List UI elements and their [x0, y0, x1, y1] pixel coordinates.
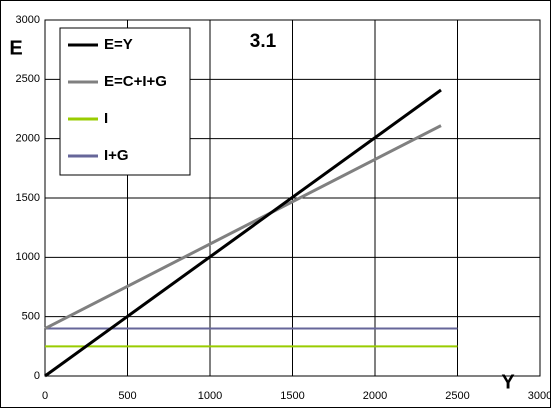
y-tick-label: 1500 [16, 192, 40, 204]
x-tick-label: 0 [42, 390, 48, 402]
legend-label: I+G [104, 147, 129, 164]
x-tick-label: 1000 [198, 390, 222, 402]
x-tick-label: 2000 [363, 390, 387, 402]
x-tick-label: 2500 [445, 390, 469, 402]
legend-box [59, 27, 191, 176]
x-axis-label: Y [501, 371, 515, 393]
legend-label: I [104, 110, 108, 127]
chart-title: 3.1 [250, 31, 277, 52]
x-tick-label: 3000 [528, 390, 551, 402]
series-line [44, 124, 442, 330]
plot-border [44, 19, 541, 377]
y-axis-label: E [9, 37, 22, 59]
y-tick-label: 500 [22, 311, 40, 323]
y-tick-label: 2500 [16, 73, 40, 85]
y-tick-label: 0 [34, 370, 40, 382]
legend-label: E=C+I+G [104, 73, 167, 90]
y-tick-label: 1000 [16, 251, 40, 263]
legend-label: E=Y [104, 36, 133, 53]
y-tick-label: 2000 [16, 133, 40, 145]
series-line [44, 88, 442, 378]
x-tick-label: 500 [118, 390, 136, 402]
y-tick-label: 3000 [16, 14, 40, 26]
x-tick-label: 1500 [280, 390, 304, 402]
